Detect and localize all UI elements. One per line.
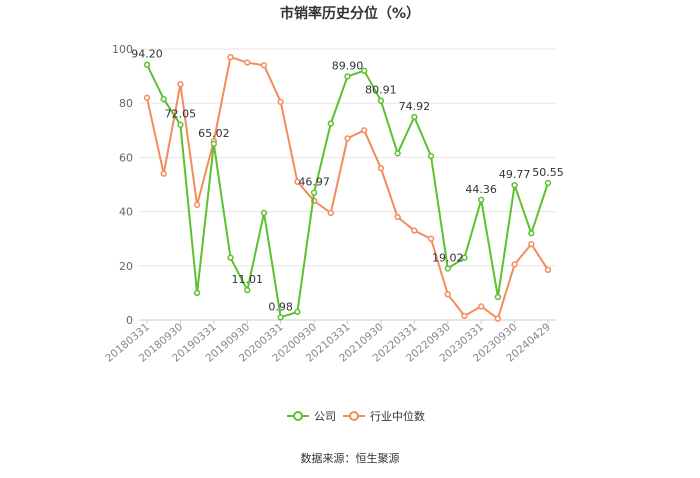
data-point (160, 170, 167, 177)
data-point (177, 121, 184, 128)
data-label: 49.77 (499, 168, 531, 181)
data-point (361, 67, 368, 74)
data-label: 46.97 (298, 176, 330, 189)
data-label: 65.02 (198, 127, 230, 140)
data-point (494, 293, 502, 301)
data-label: 0.98 (268, 300, 293, 313)
data-point (444, 291, 451, 298)
data-point (528, 240, 535, 248)
data-label: 19.02 (432, 251, 464, 264)
data-point (160, 95, 167, 103)
data-label: 50.55 (532, 166, 564, 179)
legend-item-industry-median: 行业中位数 (343, 409, 425, 423)
data-point (344, 73, 351, 80)
data-point (427, 152, 435, 160)
y-tick-label: 20 (119, 260, 133, 273)
data-point (193, 289, 201, 297)
data-point (461, 312, 468, 320)
axis-layer: 0204060801002018033120180930201903312019… (103, 43, 556, 365)
data-point (377, 165, 385, 172)
legend-marker (293, 411, 303, 421)
data-point (478, 303, 485, 310)
data-point (528, 230, 535, 237)
data-point (478, 196, 485, 203)
data-point (277, 314, 284, 321)
data-point (544, 266, 552, 274)
data-point (210, 140, 217, 147)
data-point (427, 235, 435, 242)
legend-item-company: 公司 (287, 410, 336, 423)
data-point (244, 59, 251, 66)
y-tick-label: 100 (112, 43, 133, 56)
data-point (277, 98, 284, 105)
data-point (377, 97, 385, 104)
legend-label: 公司 (314, 410, 336, 423)
legend: 公司 行业中位数 (287, 409, 425, 423)
series-layer (143, 53, 552, 322)
data-point (511, 261, 518, 268)
source-note: 数据来源：恒生聚源 (301, 451, 400, 465)
data-point (544, 179, 552, 187)
data-point (494, 315, 502, 322)
data-point (227, 254, 234, 261)
data-label: 80.91 (365, 84, 397, 97)
data-point (227, 53, 234, 61)
data-point (327, 120, 334, 127)
data-label: 44.36 (465, 183, 497, 196)
data-point (260, 209, 268, 217)
data-point (344, 135, 351, 142)
data-label: 89.90 (332, 59, 364, 72)
data-point (260, 62, 268, 69)
data-point (143, 94, 151, 101)
data-point (177, 81, 184, 88)
data-point (143, 61, 151, 68)
y-tick-label: 60 (119, 151, 133, 164)
legend-label: 行业中位数 (370, 409, 425, 423)
y-tick-label: 80 (119, 97, 133, 110)
data-point (294, 308, 301, 316)
y-tick-label: 40 (119, 206, 133, 219)
data-point (461, 254, 468, 261)
data-point (444, 265, 451, 272)
data-point (244, 287, 251, 294)
data-label: 11.01 (232, 273, 264, 286)
legend-marker (349, 411, 359, 421)
data-point (411, 227, 418, 234)
chart-title: 市销率历史分位（%） (280, 5, 420, 22)
data-point (294, 178, 301, 185)
data-point (327, 209, 334, 217)
data-label: 72.05 (165, 108, 197, 121)
data-point (193, 201, 201, 208)
data-point (394, 150, 401, 157)
data-point (361, 127, 368, 134)
data-point (310, 189, 318, 196)
y-tick-label: 0 (126, 314, 133, 327)
data-label: 74.92 (399, 100, 431, 113)
data-point (511, 181, 518, 189)
data-point (394, 213, 401, 221)
data-point (411, 113, 418, 121)
data-label: 94.20 (131, 48, 163, 61)
